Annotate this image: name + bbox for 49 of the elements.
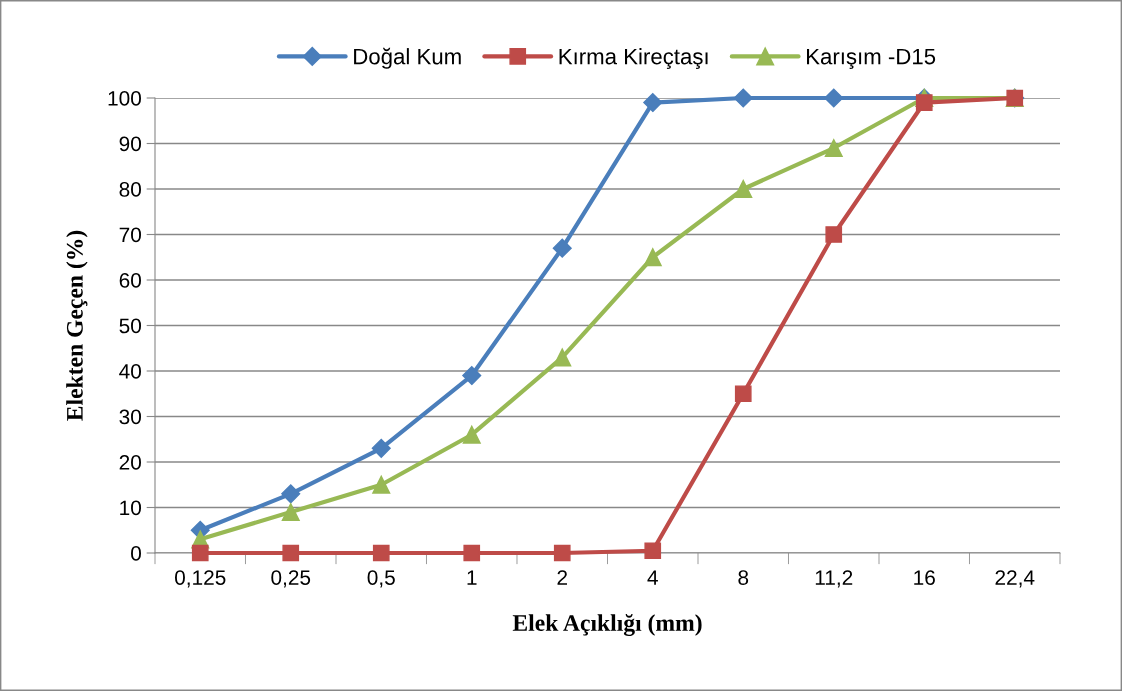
point xyxy=(281,484,301,504)
y-tick-label: 40 xyxy=(119,364,141,379)
y-tick-label: 10 xyxy=(120,500,141,516)
x-tick-label: 4 xyxy=(647,570,658,585)
point xyxy=(825,226,843,243)
point xyxy=(371,438,391,458)
x-tick-label: 8 xyxy=(738,570,749,585)
y-tick-label: 80 xyxy=(119,182,141,197)
point xyxy=(824,139,843,158)
x-tick-label: 11,2 xyxy=(815,570,853,588)
legend-label: Kırma Kireçtaşı xyxy=(559,48,708,69)
point xyxy=(824,88,844,108)
point xyxy=(191,544,209,562)
x-tick-label: 0,125 xyxy=(175,570,226,588)
point xyxy=(372,544,390,562)
y-tick-label: 30 xyxy=(119,409,141,425)
point xyxy=(915,94,933,111)
x-tick-label: 2 xyxy=(557,570,567,585)
point xyxy=(733,88,753,108)
y-tick-label: 60 xyxy=(119,273,141,288)
point xyxy=(372,475,391,494)
point xyxy=(553,348,572,367)
y-tick-label: 90 xyxy=(119,136,141,152)
x-tick-label: 22,4 xyxy=(995,570,1035,588)
point xyxy=(734,385,752,403)
point xyxy=(553,544,571,562)
x-tick-label: 16 xyxy=(914,570,935,585)
y-tick-label: 50 xyxy=(119,318,141,334)
y-tick-label: 0 xyxy=(131,546,141,561)
point xyxy=(643,248,662,267)
point xyxy=(282,544,300,562)
point xyxy=(644,542,662,560)
legend-label: Karışım -D15 xyxy=(807,48,936,69)
x-tick-label: 0,25 xyxy=(271,570,311,588)
y-tick-label: 100 xyxy=(108,91,141,106)
x-tick-label: 0,5 xyxy=(367,570,395,588)
point xyxy=(462,366,482,386)
point xyxy=(552,238,572,258)
x-axis-title: Elek Açıklığı (mm) xyxy=(512,614,702,636)
point xyxy=(463,544,481,562)
point xyxy=(643,93,663,113)
y-tick-label: 70 xyxy=(119,227,141,243)
y-tick-label: 20 xyxy=(119,455,141,470)
point xyxy=(734,179,753,199)
point xyxy=(462,425,481,444)
y-axis-title: Elekten Geçen (%) xyxy=(66,230,88,421)
point xyxy=(281,503,300,522)
x-tick-label: 1 xyxy=(467,570,477,585)
legend-label: Doğal Kum xyxy=(354,47,461,69)
